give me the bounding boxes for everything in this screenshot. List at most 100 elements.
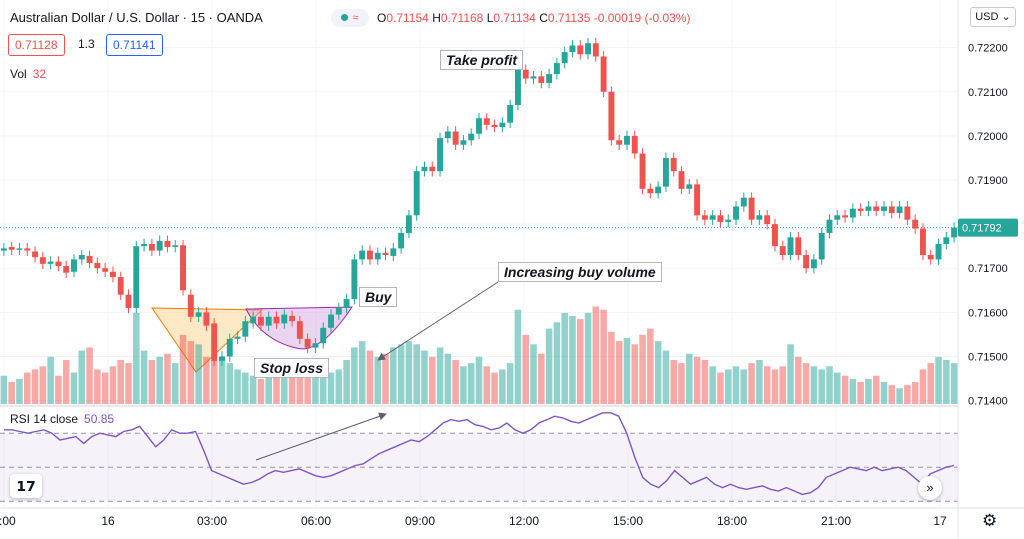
candle-body [242,321,249,337]
tradingview-logo-icon[interactable]: 𝟭𝟳 [10,474,42,498]
volume-bar [226,363,234,404]
volume-bar [413,344,420,404]
open-label: O [377,11,387,25]
volume-bar [553,322,561,404]
gear-icon[interactable]: ⚙ [982,511,998,530]
volume-bar [86,347,93,404]
volume-value: 32 [32,67,47,81]
volume-bar [584,312,592,404]
change-value: -0.00019 (-0.03%) [593,11,691,25]
spread-value: 1.3 [78,37,95,51]
price-tick-label: 0.72200 [968,43,1008,55]
buy-price-button[interactable]: 0.71141 [106,34,163,56]
candle-body [483,118,490,125]
volume-bar [203,356,210,404]
candle-body [359,250,366,260]
candle-body [421,166,428,172]
candle-body [810,259,817,269]
low-label: L [486,11,494,25]
time-tick-label: 0:00 [0,514,16,528]
time-tick-label: 21:00 [821,514,851,528]
candle-body [468,133,475,141]
sell-price-button[interactable]: 0.71128 [8,34,65,56]
volume-bar [826,366,833,404]
volume-bar [140,350,148,404]
price-tick-label: 0.71600 [968,307,1008,319]
candle-body [857,208,864,211]
candle-body [195,312,202,317]
rsi-legend: RSI 14 close 50.85 [10,412,114,426]
volume-bar [327,372,335,404]
candle-body [873,206,880,211]
volume-bar [460,366,467,404]
candle-body [320,327,327,344]
volume-bar [62,360,70,404]
candle-body [616,140,623,145]
volume-bar [693,356,701,404]
volume-bar [109,366,117,404]
volume-bar [39,366,47,404]
open-value: 0.71154 [386,11,429,25]
candle-body [507,105,514,123]
scroll-right-icon[interactable]: » [918,476,942,500]
candle-body [553,63,560,75]
symbol-title[interactable]: Australian Dollar / U.S. Dollar · 15 · O… [10,10,263,25]
candle-body [398,232,405,249]
candle-body [927,255,934,260]
candle-body [94,262,101,269]
candle-body [226,338,233,357]
candle-body [662,157,669,187]
increasing-buy-volume-label: Increasing buy volume [498,262,662,282]
volume-bar [950,363,958,404]
volume-bar [872,375,880,404]
volume-bar [281,375,288,404]
volume-bar [896,388,903,404]
candle-body [631,135,638,154]
indicator-bubble[interactable]: ≈ [331,9,369,27]
volume-bar [257,378,265,404]
candle-body [772,224,778,247]
volume-bar [23,372,31,404]
candle-body [678,171,685,189]
chevron-down-icon: ⌄ [1001,11,1011,23]
candle-body [460,140,467,145]
candle-body [203,312,210,326]
candle-body [343,299,350,308]
volume-bar [265,369,272,404]
volume-bar [16,378,23,404]
volume-bar [888,385,896,404]
volume-bar [436,347,444,404]
volume-arrow [377,281,499,361]
candle-body [133,246,140,308]
volume-bar [919,369,927,404]
volume-bar [374,356,382,404]
candle-body [826,219,833,233]
volume-bar [47,356,54,404]
volume-bar [351,347,358,404]
candle-body [86,255,93,263]
close-value: 0.71135 [547,11,591,25]
annotation-arrows [255,281,499,461]
volume-bar [662,350,670,404]
currency-selector[interactable]: USD ⌄ [970,7,1016,27]
volume-bars [0,306,966,404]
volume-bar [125,363,132,404]
candle-body [452,131,459,145]
volume-bar [218,356,226,404]
candle-body [390,248,397,256]
volume-bar [709,366,716,404]
volume-bar [545,328,553,404]
candle-body [725,219,732,222]
candle-body [701,215,708,220]
candle-body [164,240,171,248]
volume-bar [483,366,491,404]
volume-bar [576,319,584,404]
volume-bar [686,353,693,404]
candle-body [592,43,599,57]
candle-body [281,314,288,324]
candle-body [374,252,381,260]
candle-body [951,227,958,238]
candle-body [234,336,241,339]
candle-body [514,69,521,105]
